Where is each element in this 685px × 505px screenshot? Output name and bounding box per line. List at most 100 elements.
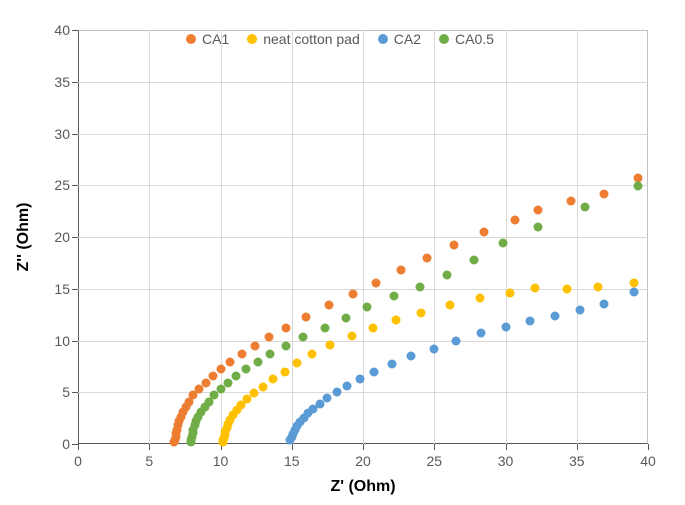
- data-point-CA2: [551, 311, 560, 320]
- y-tick-mark: [72, 289, 78, 290]
- data-point-neat: [391, 315, 400, 324]
- data-point-neat: [280, 367, 289, 376]
- y-tick-mark: [72, 341, 78, 342]
- data-point-CA0_5: [320, 323, 329, 332]
- x-tick-label: 20: [355, 454, 371, 468]
- data-point-CA1: [324, 301, 333, 310]
- data-point-CA1: [208, 372, 217, 381]
- x-tick-mark: [648, 444, 649, 450]
- x-tick-label: 30: [498, 454, 514, 468]
- data-point-neat: [308, 350, 317, 359]
- x-tick-mark: [78, 444, 79, 450]
- data-point-neat: [326, 341, 335, 350]
- data-point-CA1: [349, 289, 358, 298]
- data-point-CA0_5: [299, 332, 308, 341]
- legend-label: CA0.5: [455, 32, 494, 46]
- x-tick-label: 0: [74, 454, 82, 468]
- data-point-CA1: [201, 378, 210, 387]
- x-tick-mark: [292, 444, 293, 450]
- data-point-CA0_5: [341, 313, 350, 322]
- data-point-CA0_5: [242, 365, 251, 374]
- data-point-CA0_5: [498, 239, 507, 248]
- y-tick-label: 35: [50, 75, 70, 89]
- data-point-CA2: [599, 300, 608, 309]
- x-tick-label: 25: [426, 454, 442, 468]
- data-point-CA1: [226, 357, 235, 366]
- legend-item-neat: neat cotton pad: [247, 32, 360, 46]
- data-point-CA2: [387, 360, 396, 369]
- y-tick-mark: [72, 82, 78, 83]
- data-point-CA1: [302, 312, 311, 321]
- y-tick-label: 5: [50, 385, 70, 399]
- data-point-CA0_5: [443, 271, 452, 280]
- y-tick-label: 15: [50, 282, 70, 296]
- data-point-CA0_5: [470, 255, 479, 264]
- x-tick-label: 35: [569, 454, 585, 468]
- y-tick-mark: [72, 392, 78, 393]
- data-point-neat: [268, 375, 277, 384]
- legend-label: neat cotton pad: [263, 32, 360, 46]
- data-point-CA0_5: [253, 357, 262, 366]
- data-point-neat: [258, 382, 267, 391]
- data-point-CA2: [525, 316, 534, 325]
- data-point-CA2: [407, 352, 416, 361]
- data-point-CA2: [356, 374, 365, 383]
- legend-swatch-icon: [247, 34, 257, 44]
- data-point-CA1: [599, 189, 608, 198]
- y-axis-title: Z'' (Ohm): [15, 203, 33, 272]
- data-point-neat: [368, 324, 377, 333]
- data-point-neat: [562, 284, 571, 293]
- data-point-neat: [531, 283, 540, 292]
- legend-label: CA1: [202, 32, 229, 46]
- data-point-CA1: [511, 216, 520, 225]
- legend-item-CA2: CA2: [378, 32, 421, 46]
- data-point-neat: [629, 278, 638, 287]
- gridline-horizontal: [78, 82, 648, 83]
- y-tick-label: 25: [50, 178, 70, 192]
- x-tick-mark: [506, 444, 507, 450]
- legend-label: CA2: [394, 32, 421, 46]
- x-tick-label: 40: [640, 454, 656, 468]
- y-tick-mark: [72, 134, 78, 135]
- x-tick-mark: [363, 444, 364, 450]
- legend-swatch-icon: [439, 34, 449, 44]
- x-tick-mark: [577, 444, 578, 450]
- impedance-scatter-chart: CA1 neat cotton pad CA2 CA0.5 Z' (Ohm) Z'' …: [0, 0, 685, 505]
- data-point-CA0_5: [282, 341, 291, 350]
- data-point-neat: [594, 282, 603, 291]
- x-tick-label: 10: [213, 454, 229, 468]
- data-point-CA2: [370, 367, 379, 376]
- data-point-CA0_5: [534, 222, 543, 231]
- data-point-CA2: [477, 329, 486, 338]
- data-point-neat: [417, 308, 426, 317]
- data-point-CA1: [534, 206, 543, 215]
- data-point-CA1: [216, 365, 225, 374]
- data-point-CA2: [629, 287, 638, 296]
- data-point-CA0_5: [416, 282, 425, 291]
- legend-item-CA1: CA1: [186, 32, 229, 46]
- x-axis-title: Z' (Ohm): [330, 478, 395, 496]
- data-point-CA1: [282, 323, 291, 332]
- data-point-CA0_5: [390, 291, 399, 300]
- data-point-CA1: [397, 266, 406, 275]
- data-point-neat: [475, 294, 484, 303]
- data-point-CA2: [323, 393, 332, 402]
- y-tick-label: 20: [50, 230, 70, 244]
- data-point-CA1: [450, 241, 459, 250]
- data-point-CA1: [264, 332, 273, 341]
- data-point-CA2: [451, 336, 460, 345]
- gridline-horizontal: [78, 185, 648, 186]
- gridline-horizontal: [78, 134, 648, 135]
- data-point-CA1: [480, 227, 489, 236]
- data-point-neat: [293, 359, 302, 368]
- y-tick-mark: [72, 185, 78, 186]
- data-point-CA2: [575, 306, 584, 315]
- gridline-horizontal: [78, 341, 648, 342]
- data-point-CA1: [371, 278, 380, 287]
- y-tick-label: 0: [50, 437, 70, 451]
- y-tick-mark: [72, 237, 78, 238]
- y-tick-mark: [72, 30, 78, 31]
- data-point-CA0_5: [232, 372, 241, 381]
- data-point-CA2: [343, 381, 352, 390]
- data-point-CA1: [237, 349, 246, 358]
